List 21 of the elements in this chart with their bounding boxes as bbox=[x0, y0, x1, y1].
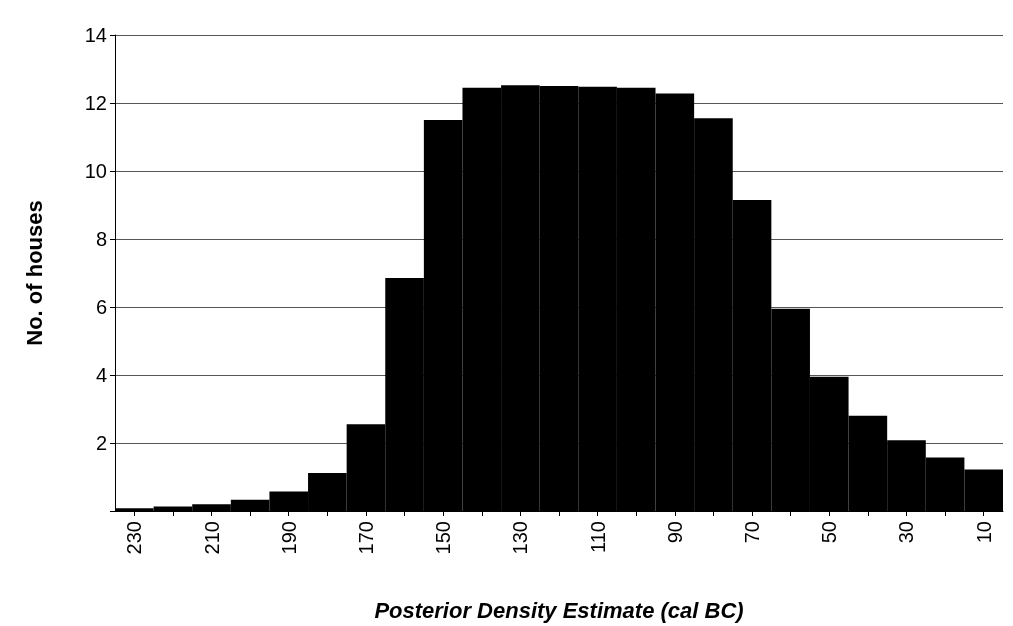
x-tick-label: 70 bbox=[741, 521, 764, 544]
x-axis-title: Posterior Density Estimate (cal BC) bbox=[374, 597, 744, 623]
y-tick-label: 4 bbox=[95, 364, 107, 386]
y-tick-label: 12 bbox=[84, 92, 107, 114]
y-tick-label: 2 bbox=[95, 432, 107, 454]
y-tick-label: 10 bbox=[84, 160, 107, 182]
x-tick-label: 130 bbox=[509, 521, 532, 555]
x-tick-label: 110 bbox=[586, 521, 609, 553]
y-tick-label: 14 bbox=[84, 24, 107, 46]
y-tick-label: 6 bbox=[95, 296, 107, 318]
x-tick-label: 230 bbox=[123, 521, 146, 555]
y-tick-label: 8 bbox=[95, 228, 107, 250]
x-tick-label: 90 bbox=[663, 521, 686, 544]
x-tick-label: 170 bbox=[354, 521, 377, 555]
y-axis-title: No. of houses bbox=[21, 200, 47, 346]
x-tick-label: 30 bbox=[895, 521, 918, 544]
x-tick-label: 10 bbox=[972, 521, 995, 544]
x-tick-label: 210 bbox=[200, 521, 223, 555]
x-tick-label: 190 bbox=[277, 521, 300, 555]
x-tick-label: 50 bbox=[818, 521, 841, 544]
x-tick-label: 150 bbox=[432, 521, 455, 555]
